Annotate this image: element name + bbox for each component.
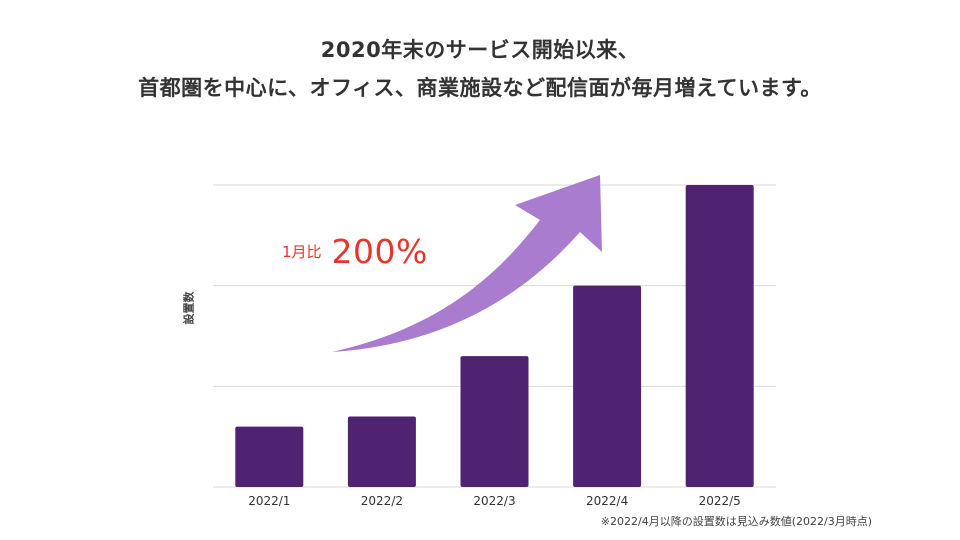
x-tick-label: 2022/1 bbox=[248, 494, 290, 508]
x-tick-label: 2022/4 bbox=[586, 494, 628, 508]
y-axis-label: 設置数 bbox=[182, 291, 196, 325]
title-line-1: 2020年末のサービス開始以来、 bbox=[320, 38, 640, 62]
x-tick-labels: 2022/1 2022/2 2022/3 2022/4 2022/5 bbox=[248, 494, 741, 508]
bar bbox=[347, 416, 416, 487]
bars bbox=[235, 185, 754, 487]
bar bbox=[685, 185, 754, 487]
growth-arrow-icon bbox=[332, 175, 602, 352]
growth-callout: 1月比 200% bbox=[282, 232, 428, 271]
callout-value: 200% bbox=[331, 232, 428, 271]
x-tick-label: 2022/5 bbox=[699, 494, 741, 508]
footnote: ※2022/4月以降の設置数は見込み数値(2022/3月時点) bbox=[600, 515, 872, 528]
callout-prefix: 1月比 bbox=[282, 243, 322, 261]
bar bbox=[460, 356, 529, 487]
bar bbox=[573, 285, 642, 487]
bar bbox=[235, 426, 304, 487]
x-tick-label: 2022/2 bbox=[361, 494, 403, 508]
x-tick-label: 2022/3 bbox=[473, 494, 515, 508]
title-line-2: 首都圏を中心に、オフィス、商業施設など配信面が毎月増えています。 bbox=[138, 76, 822, 100]
